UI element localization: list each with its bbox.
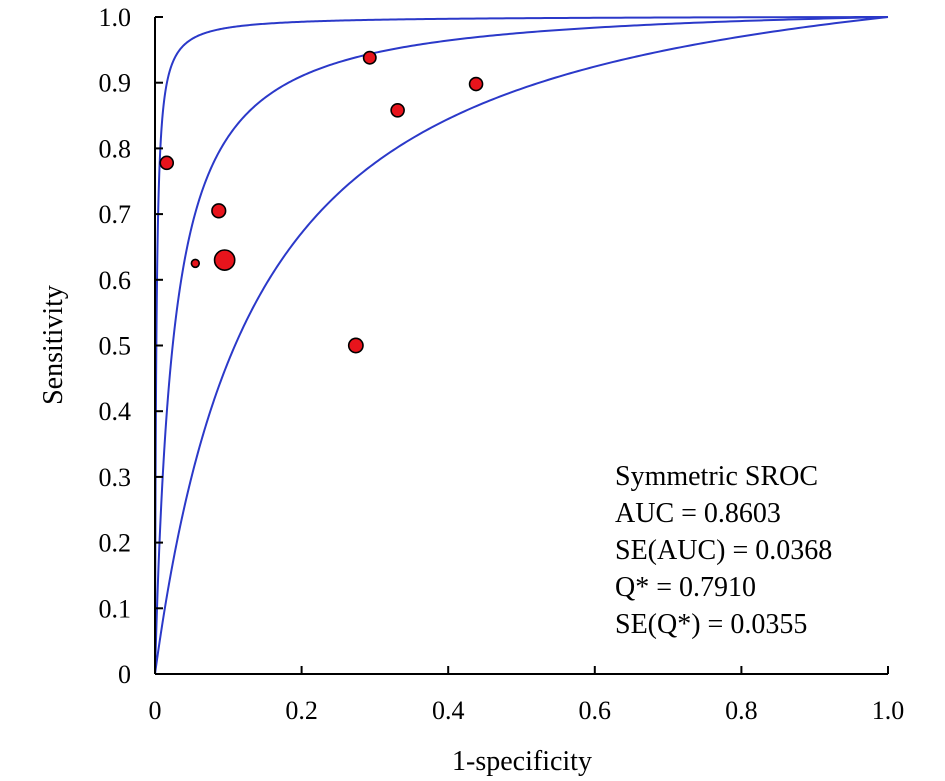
- annotation-line: AUC = 0.8603: [615, 498, 781, 529]
- x-tick-label: 0: [149, 696, 162, 725]
- study-point: [213, 249, 236, 271]
- x-tick-label: 1.0: [872, 696, 905, 725]
- sroc-curve-lower: [154, 16, 889, 675]
- study-point: [390, 102, 405, 118]
- y-tick-label: 0.8: [99, 134, 132, 163]
- x-tick-label: 0.6: [579, 696, 612, 725]
- y-tick-label: 0.2: [99, 529, 132, 558]
- annotation-line: SE(Q*) = 0.0355: [615, 609, 807, 640]
- x-tick-label: 0.8: [725, 696, 758, 725]
- study-point: [159, 155, 175, 171]
- y-tick-label: 0.3: [99, 463, 132, 492]
- y-tick-label: 0.4: [99, 397, 132, 426]
- sroc-curves: [154, 16, 889, 675]
- annotation-line: SE(AUC) = 0.0368: [615, 535, 832, 566]
- axes: [154, 17, 888, 675]
- x-tick-label: 0.4: [432, 696, 465, 725]
- x-axis-title: 1-specificity: [452, 746, 592, 777]
- y-tick-label: 0.7: [99, 200, 132, 229]
- study-point: [190, 258, 201, 269]
- study-point: [362, 50, 377, 65]
- sroc-curve-sroc: [154, 16, 889, 675]
- study-points: [159, 50, 484, 354]
- study-point: [468, 76, 484, 92]
- y-tick-label: 0: [118, 660, 131, 689]
- y-tick-label: 0.5: [99, 332, 132, 361]
- y-axis-ticks: 0 0.1 0.2 0.3 0.4 0.5 0.6 0.7 0.8 0.9 1.0: [99, 3, 163, 689]
- x-axis-ticks: 0 0.2 0.4 0.6 0.8 1.0: [149, 666, 905, 725]
- annotation-line: Q* = 0.7910: [615, 572, 756, 603]
- annotation-line: Symmetric SROC: [615, 461, 818, 492]
- x-tick-label: 0.2: [285, 696, 318, 725]
- sroc-curve-upper: [154, 16, 889, 674]
- y-axis-title: Sensitivity: [38, 285, 69, 405]
- y-tick-label: 0.6: [99, 266, 132, 295]
- sroc-summary-annotation: Symmetric SROC AUC = 0.8603 SE(AUC) = 0.…: [615, 461, 832, 640]
- study-point: [347, 337, 364, 354]
- y-tick-label: 0.1: [99, 594, 132, 623]
- y-tick-label: 0.9: [99, 69, 132, 98]
- study-point: [211, 203, 227, 219]
- y-tick-label: 1.0: [99, 3, 132, 32]
